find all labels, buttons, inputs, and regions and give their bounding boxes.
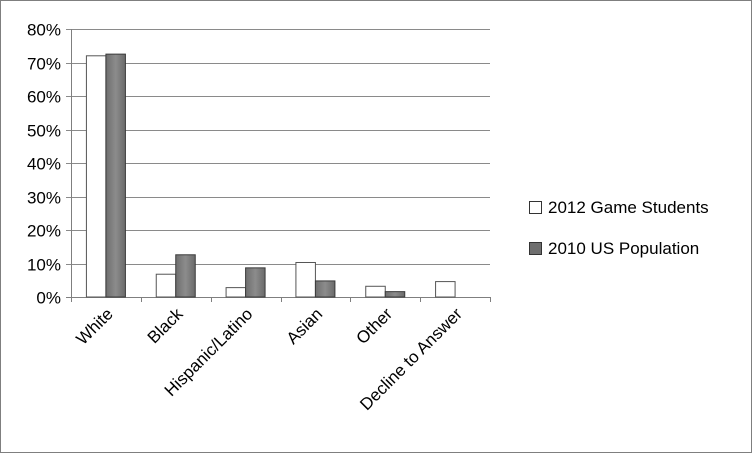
y-tick-label: 50% xyxy=(27,122,61,141)
y-tick-label: 60% xyxy=(27,88,61,107)
bar-game-students-other xyxy=(365,285,386,298)
bar-game-students-black xyxy=(155,273,177,298)
y-tick-label: 30% xyxy=(27,189,61,208)
bar-game-students-decline-to-answer xyxy=(435,281,456,298)
legend-label: 2012 Game Students xyxy=(548,198,709,217)
y-axis-tick-labels: 0% 10% 20% 30% 40% 50% 60% 70% 80% xyxy=(27,21,61,308)
gridlines xyxy=(66,29,491,302)
x-tick-label: Asian xyxy=(283,304,327,348)
bar-us-population-hispanic-latino xyxy=(245,267,266,298)
legend: 2012 Game Students 2010 US Population xyxy=(529,198,709,258)
bar-us-population-black xyxy=(175,254,196,298)
bar-game-students-asian xyxy=(295,261,316,298)
y-tick-label: 40% xyxy=(27,155,61,174)
bar-game-students-hispanic-latino xyxy=(225,287,247,298)
bar-us-population-other xyxy=(384,291,406,298)
y-tick-label: 20% xyxy=(27,222,61,241)
x-tick-label: Other xyxy=(353,304,397,348)
bar-game-students-white xyxy=(85,55,107,298)
x-tick-label: Black xyxy=(144,304,187,347)
bar-us-population-white xyxy=(105,53,126,298)
y-tick-label: 70% xyxy=(27,55,61,74)
y-tick-label: 0% xyxy=(36,289,61,308)
legend-swatch xyxy=(529,242,542,255)
bar-us-population-asian xyxy=(314,280,336,298)
y-tick-label: 10% xyxy=(27,256,61,275)
bars xyxy=(85,53,456,298)
legend-label: 2010 US Population xyxy=(548,239,699,258)
y-tick-label: 80% xyxy=(27,21,61,40)
x-tick-label: White xyxy=(73,304,117,348)
legend-swatch xyxy=(529,201,542,214)
